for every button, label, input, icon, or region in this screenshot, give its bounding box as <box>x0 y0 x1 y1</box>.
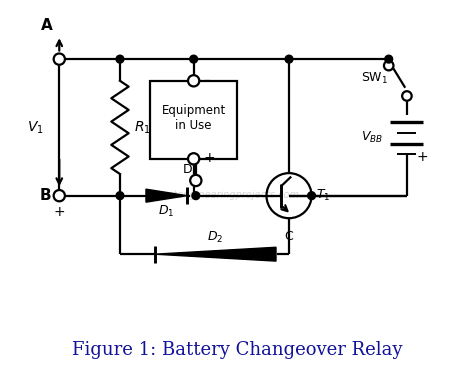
Text: $D_1$: $D_1$ <box>158 204 175 219</box>
Circle shape <box>116 192 124 200</box>
Circle shape <box>188 75 199 86</box>
Text: B: B <box>40 188 51 203</box>
Text: A: A <box>41 18 53 33</box>
Text: SW$_1$: SW$_1$ <box>361 71 388 86</box>
Text: $V_1$: $V_1$ <box>27 119 44 136</box>
Text: +: + <box>54 205 65 219</box>
Polygon shape <box>146 189 187 202</box>
Text: Figure 1: Battery Changeover Relay: Figure 1: Battery Changeover Relay <box>72 341 402 359</box>
Polygon shape <box>155 247 276 261</box>
Circle shape <box>192 192 200 200</box>
Text: +: + <box>416 150 428 165</box>
Text: $T_1$: $T_1$ <box>316 188 330 203</box>
Bar <box>150 81 237 159</box>
Text: bestengineeringprojects.com: bestengineeringprojects.com <box>157 190 300 200</box>
Text: D: D <box>183 163 193 176</box>
Circle shape <box>190 55 198 63</box>
Circle shape <box>385 55 392 63</box>
Circle shape <box>190 175 201 186</box>
Circle shape <box>402 91 412 101</box>
Circle shape <box>308 192 316 200</box>
Text: +: + <box>203 151 215 165</box>
Circle shape <box>188 153 199 165</box>
Circle shape <box>116 55 124 63</box>
Circle shape <box>54 53 65 65</box>
Text: -: - <box>203 71 210 89</box>
Text: $D_2$: $D_2$ <box>207 230 223 245</box>
Circle shape <box>384 61 393 70</box>
Text: C: C <box>285 230 293 243</box>
Text: $R_1$: $R_1$ <box>134 119 151 136</box>
Text: $V_{BB}$: $V_{BB}$ <box>361 130 383 145</box>
Circle shape <box>54 190 65 201</box>
Circle shape <box>285 55 293 63</box>
Text: Equipment
in Use: Equipment in Use <box>162 104 226 132</box>
